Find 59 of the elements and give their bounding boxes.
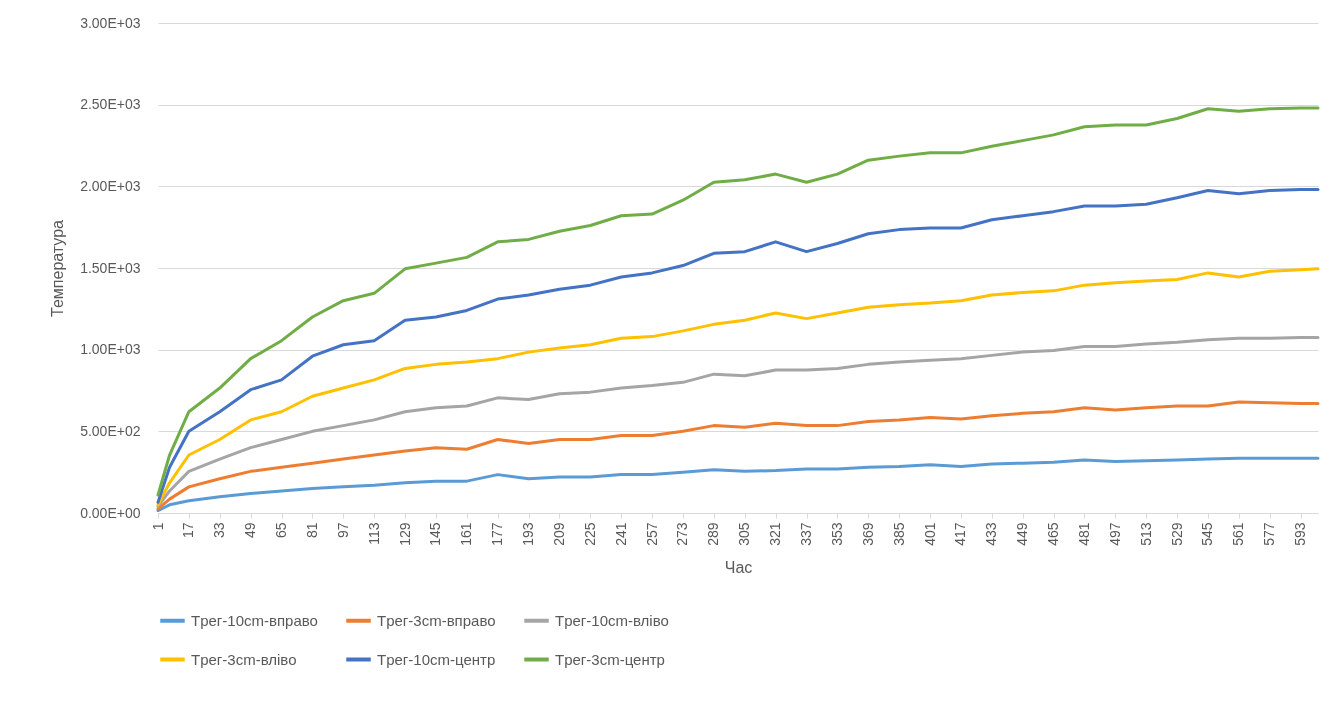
x-tick-label: 81 xyxy=(303,522,320,539)
legend-label: Tрег-10cm-вліво xyxy=(555,611,669,629)
x-tick-label: 433 xyxy=(983,522,1000,546)
legend-label: Tрег-10cm-вправо xyxy=(191,611,318,629)
y-axis-title: Температура xyxy=(49,219,67,317)
y-tick-label: 2.50E+03 xyxy=(80,96,141,113)
y-tick-label: 0.00E+00 xyxy=(80,504,141,521)
x-tick-label: 353 xyxy=(828,522,845,546)
x-tick-label: 545 xyxy=(1199,522,1216,546)
line-series xyxy=(156,267,1320,507)
x-tick-label: 449 xyxy=(1014,522,1031,546)
x-tick-label: 417 xyxy=(952,522,969,546)
x-tick-label: 273 xyxy=(674,522,691,546)
line-series xyxy=(156,335,1320,508)
legend-label: Tрег-3cm-центр xyxy=(555,650,665,668)
y-tick-label: 1.50E+03 xyxy=(80,259,141,276)
x-tick-label: 49 xyxy=(242,522,259,539)
x-tick-label: 369 xyxy=(859,522,876,546)
x-tick-label: 129 xyxy=(396,522,413,546)
x-tick-label: 497 xyxy=(1106,522,1123,546)
x-tick-label: 161 xyxy=(458,522,475,546)
x-axis-title: Час xyxy=(724,558,753,576)
y-tick-label: 5.00E+02 xyxy=(80,422,141,439)
x-tick-label: 17 xyxy=(180,522,197,539)
x-tick-label: 257 xyxy=(643,522,660,546)
x-tick-label: 145 xyxy=(427,522,444,546)
x-tick-label: 385 xyxy=(890,522,907,546)
x-tick-label: 513 xyxy=(1137,522,1154,546)
line-series xyxy=(156,456,1320,513)
x-tick-label: 193 xyxy=(520,522,537,546)
y-tick-label: 2.00E+03 xyxy=(80,177,141,194)
x-tick-label: 529 xyxy=(1168,522,1185,546)
x-tick-label: 593 xyxy=(1292,522,1309,546)
legend-label: Tрег-10cm-центр xyxy=(377,650,496,668)
line-series xyxy=(156,400,1320,511)
x-tick-label: 225 xyxy=(581,522,598,546)
x-tick-label: 289 xyxy=(705,522,722,546)
line-series xyxy=(156,188,1320,504)
x-tick-label: 241 xyxy=(612,522,629,546)
legend-label: Tрег-3cm-вліво xyxy=(191,650,297,668)
x-tick-label: 465 xyxy=(1045,522,1062,546)
x-tick-label: 1 xyxy=(149,522,166,531)
x-tick-label: 337 xyxy=(798,522,815,546)
x-tick-label: 209 xyxy=(550,522,567,546)
x-tick-label: 65 xyxy=(273,522,290,539)
x-tick-label: 321 xyxy=(767,522,784,546)
line-series xyxy=(156,106,1320,497)
x-tick-label: 577 xyxy=(1261,522,1278,546)
x-tick-label: 33 xyxy=(211,522,228,539)
legend-label: Tрег-3cm-вправо xyxy=(377,611,496,629)
y-tick-label: 1.00E+03 xyxy=(80,341,141,358)
x-tick-label: 481 xyxy=(1075,522,1092,546)
x-tick-label: 97 xyxy=(334,522,351,539)
x-tick-label: 113 xyxy=(365,522,382,545)
x-tick-label: 561 xyxy=(1230,522,1247,546)
x-tick-label: 177 xyxy=(489,522,506,546)
y-tick-label: 3.00E+03 xyxy=(80,14,141,31)
x-tick-label: 305 xyxy=(736,522,753,546)
x-tick-label: 401 xyxy=(921,522,938,546)
